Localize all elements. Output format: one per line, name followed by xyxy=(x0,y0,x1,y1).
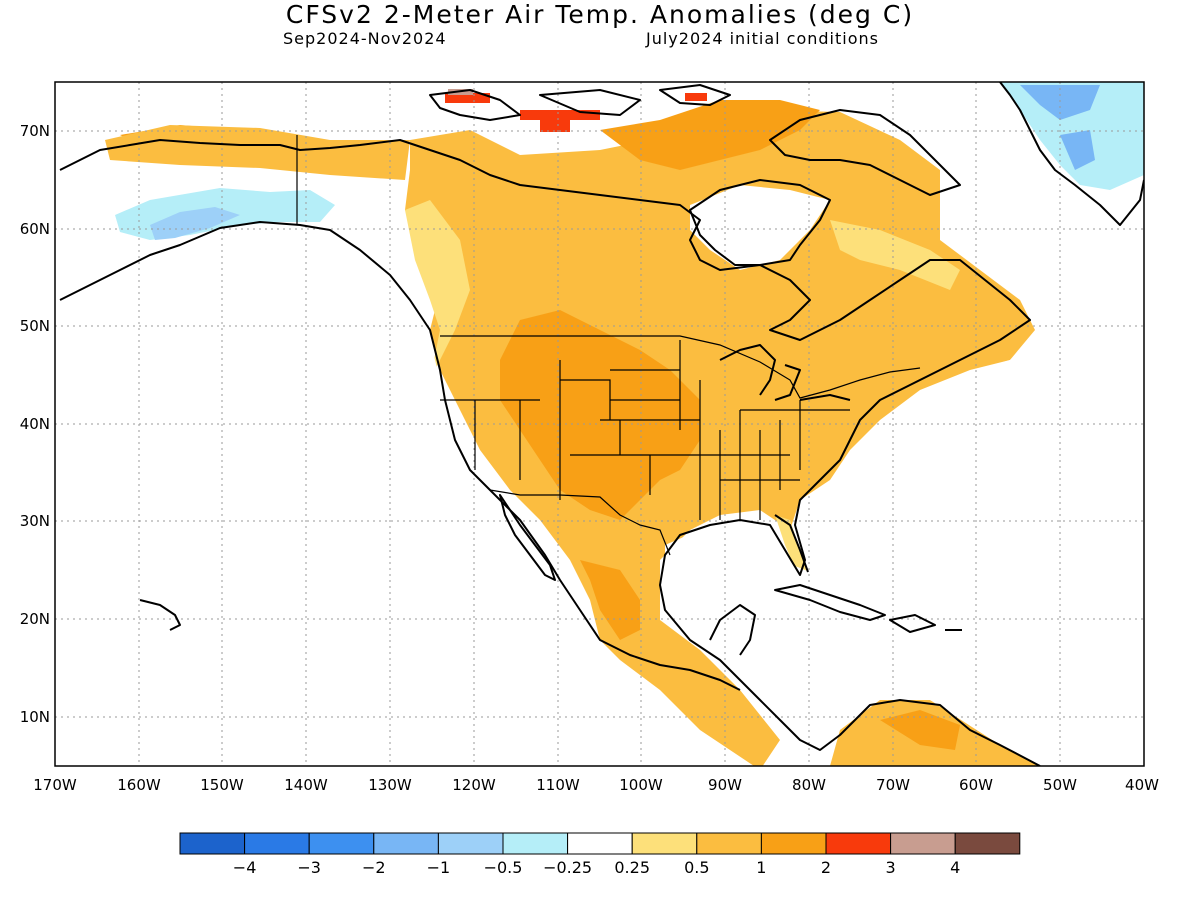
colorbar-label: 0.5 xyxy=(684,858,709,877)
cuba xyxy=(774,584,886,621)
lon-label: 70W xyxy=(876,776,910,794)
lon-label: 40W xyxy=(1125,776,1159,794)
neutral-caribbean xyxy=(760,560,980,720)
lon-label: 140W xyxy=(284,776,328,794)
lon-label: 60W xyxy=(959,776,993,794)
florida xyxy=(774,514,809,573)
political-boundaries xyxy=(296,135,921,556)
lon-label: 90W xyxy=(708,776,742,794)
us-canada-border xyxy=(440,335,921,399)
map-title: CFSv2 2-Meter Air Temp. Anomalies (deg C… xyxy=(285,0,915,29)
longitude-labels: 170W 160W 150W 140W 130W 120W 110W 100W … xyxy=(33,776,1159,794)
colorbar-swatch xyxy=(437,832,504,855)
lon-label: 120W xyxy=(452,776,496,794)
colorbar-swatch xyxy=(890,832,956,855)
lon-label: 110W xyxy=(536,776,580,794)
red-anomaly-spot xyxy=(540,120,570,132)
anomaly-shading xyxy=(55,82,1144,766)
coastlines xyxy=(59,82,1144,766)
orange-anomaly-arctic xyxy=(600,100,820,170)
lat-label: 50N xyxy=(20,317,50,335)
yellow-anomaly-quebec xyxy=(830,220,960,290)
colorbar-label: −0.25 xyxy=(543,858,592,877)
colorbar-swatch xyxy=(760,832,827,855)
orange-anomaly-venezuela xyxy=(880,710,960,750)
red-anomaly-spot xyxy=(520,110,600,120)
red-anomaly-spot xyxy=(445,93,490,103)
colorbar-swatch xyxy=(696,832,762,855)
lon-label: 160W xyxy=(117,776,161,794)
map-frame xyxy=(54,81,1145,767)
colorbar-label: −1 xyxy=(427,858,451,877)
yellow-anomaly-west xyxy=(405,200,470,380)
colorbar-swatch xyxy=(954,832,1021,855)
greenland-coast xyxy=(999,82,1144,226)
lon-label: 150W xyxy=(200,776,244,794)
forecast-period: Sep2024-Nov2024 xyxy=(283,29,447,48)
colorbar-label: 3 xyxy=(886,858,896,877)
lat-label: 10N xyxy=(20,708,50,726)
colorbar-swatch xyxy=(631,832,698,855)
lon-label: 130W xyxy=(368,776,412,794)
lon-label: 170W xyxy=(33,776,77,794)
colorbar-swatch xyxy=(244,832,310,855)
colorbar-swatch xyxy=(373,832,439,855)
lat-label: 60N xyxy=(20,220,50,238)
hawaii xyxy=(139,599,181,631)
neutral-hudson-bay xyxy=(690,185,830,270)
lat-label: 30N xyxy=(20,512,50,530)
blue-anomaly-greenland xyxy=(1020,85,1100,120)
lat-label: 40N xyxy=(20,415,50,433)
colorbar-label: −2 xyxy=(362,858,386,877)
colorbar-label: 2 xyxy=(821,858,831,877)
colorbar-swatch xyxy=(308,832,375,855)
lon-label: 80W xyxy=(792,776,826,794)
yellow-anomaly-florida xyxy=(775,515,808,575)
colorbar-label: −4 xyxy=(233,858,257,877)
lat-label: 70N xyxy=(20,122,50,140)
blue-anomaly-alaska xyxy=(150,207,240,240)
initial-conditions: July2024 initial conditions xyxy=(646,29,879,48)
colorbar-label: 4 xyxy=(950,858,960,877)
pacific-coast xyxy=(59,221,741,691)
colorbar-swatch xyxy=(179,832,246,855)
gold-anomaly-alaska xyxy=(105,125,410,180)
neutral-pacific xyxy=(55,240,720,766)
orange-anomaly-mexico xyxy=(580,560,640,640)
yucatan xyxy=(709,604,756,656)
baffin-island xyxy=(769,109,961,196)
latitude-labels: 70N 60N 50N 40N 30N 20N 10N xyxy=(20,122,50,726)
hudson-bay xyxy=(689,179,831,266)
us-mexico-border xyxy=(489,489,671,556)
blue-anomaly-greenland-south xyxy=(1060,130,1095,170)
graticule xyxy=(55,82,1144,766)
colorbar-label: 0.25 xyxy=(614,858,650,877)
north-america-coast xyxy=(59,139,1041,766)
colorbar-label: −0.5 xyxy=(484,858,523,877)
arctic-islands xyxy=(429,84,731,121)
colorbar-swatch xyxy=(502,832,569,855)
colorbar-swatch xyxy=(567,832,633,855)
neutral-gulf-of-mexico xyxy=(665,525,780,610)
hispaniola xyxy=(889,614,936,633)
colorbar-swatch xyxy=(825,832,892,855)
colorbar: −4 −3 −2 −1 −0.5 −0.25 0.25 0.5 1 2 3 4 xyxy=(179,832,1021,877)
colorbar-label: 1 xyxy=(756,858,766,877)
baja-california xyxy=(499,494,556,581)
us-state-lines xyxy=(440,340,850,520)
lon-label: 100W xyxy=(619,776,663,794)
lon-label: 50W xyxy=(1043,776,1077,794)
colorbar-label: −3 xyxy=(297,858,321,877)
red-anomaly-spot xyxy=(685,93,707,101)
lat-label: 20N xyxy=(20,610,50,628)
